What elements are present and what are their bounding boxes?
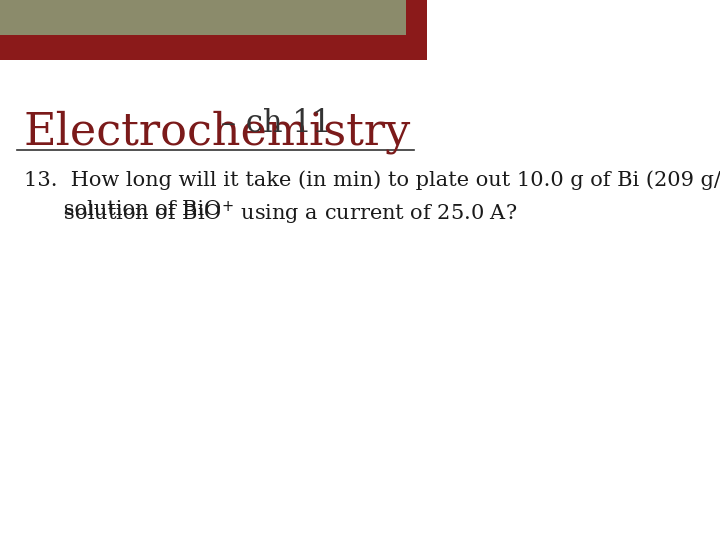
Text: Electrochemistry: Electrochemistry <box>24 110 411 154</box>
Text: – ch 11: – ch 11 <box>210 108 331 139</box>
Bar <box>406 0 427 60</box>
Text: solution of BiO: solution of BiO <box>24 200 221 219</box>
Text: 13.  How long will it take (in min) to plate out 10.0 g of Bi (209 g/mol) from a: 13. How long will it take (in min) to pl… <box>24 170 720 190</box>
Text: solution of BiO$^{+}$ using a current of 25.0 A?: solution of BiO$^{+}$ using a current of… <box>24 200 517 227</box>
Bar <box>0 0 406 35</box>
Bar <box>0 35 406 60</box>
Text: solution of BiO: solution of BiO <box>24 200 221 219</box>
